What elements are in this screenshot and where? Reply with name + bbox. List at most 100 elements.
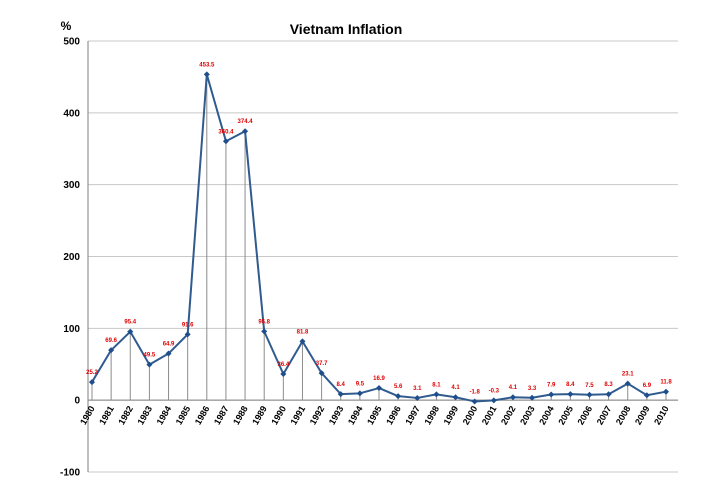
x-tick-label: 1989 bbox=[250, 404, 269, 426]
data-labels: 25.2 69.6 95.4 49.5 64.9 91.6 453.5 360.4 374.4 9… bbox=[86, 62, 672, 395]
x-tick-label: 1990 bbox=[269, 404, 288, 426]
x-tick-label: 1984 bbox=[155, 404, 174, 426]
data-label: 11.8 bbox=[660, 380, 672, 386]
data-point bbox=[108, 347, 115, 354]
data-label: -1.8 bbox=[469, 389, 480, 395]
data-label: 6.9 bbox=[643, 383, 652, 389]
data-label: 453.5 bbox=[199, 62, 215, 68]
data-label: 7.5 bbox=[585, 383, 594, 389]
data-label: 95.8 bbox=[258, 319, 270, 325]
x-tick-label: 1980 bbox=[78, 404, 97, 426]
x-tick-label: 1996 bbox=[384, 404, 403, 426]
y-axis-unit: % bbox=[61, 19, 72, 33]
data-point bbox=[643, 392, 650, 399]
y-tick-label: 300 bbox=[63, 180, 80, 191]
data-label: 64.9 bbox=[163, 342, 175, 348]
x-tick-label: 1991 bbox=[289, 404, 308, 426]
x-tick-label: 2000 bbox=[461, 404, 480, 426]
x-tick-label: 1981 bbox=[97, 404, 116, 426]
data-label: 8.4 bbox=[337, 382, 346, 388]
data-label: 3.3 bbox=[528, 386, 537, 392]
data-point bbox=[376, 385, 382, 392]
data-point bbox=[222, 138, 229, 145]
data-point bbox=[433, 391, 440, 398]
chart-title: Vietnam Inflation bbox=[290, 21, 403, 37]
x-tick-label: 2003 bbox=[518, 404, 537, 426]
x-tick-label: 1987 bbox=[212, 404, 231, 426]
y-tick-label: 200 bbox=[63, 252, 80, 263]
x-tick-label: 2001 bbox=[480, 404, 499, 426]
data-point bbox=[414, 394, 421, 401]
data-point bbox=[605, 391, 612, 398]
data-point bbox=[165, 350, 172, 357]
data-label: 16.9 bbox=[373, 376, 385, 382]
data-point bbox=[127, 328, 134, 335]
data-point bbox=[184, 331, 191, 338]
x-tick-label: 1986 bbox=[193, 404, 212, 426]
y-tick-label: 0 bbox=[74, 396, 80, 407]
y-tick-label: 500 bbox=[63, 37, 80, 48]
x-tick-label: 2007 bbox=[595, 404, 614, 426]
data-label: 5.6 bbox=[394, 384, 403, 390]
y-tick-label: 100 bbox=[63, 324, 80, 335]
data-point bbox=[337, 391, 344, 398]
data-label: 37.7 bbox=[316, 361, 328, 367]
x-tick-label: 1995 bbox=[365, 404, 384, 426]
x-tick-label: 2005 bbox=[556, 404, 575, 426]
data-label: 360.4 bbox=[218, 129, 234, 135]
axes bbox=[87, 41, 678, 472]
data-label: 8.1 bbox=[432, 382, 441, 388]
data-point bbox=[529, 394, 536, 401]
data-points bbox=[89, 71, 669, 405]
x-tick-label: 1993 bbox=[327, 404, 346, 426]
data-label: 4.1 bbox=[451, 385, 460, 391]
data-label: 95.4 bbox=[124, 320, 136, 326]
y-tick-label: 400 bbox=[63, 108, 80, 119]
data-label: 25.2 bbox=[86, 370, 98, 376]
x-tick-label: 2004 bbox=[537, 404, 556, 426]
x-tick-label: 1985 bbox=[174, 404, 193, 426]
data-point bbox=[89, 379, 95, 386]
data-point bbox=[203, 71, 210, 78]
data-label: 9.5 bbox=[356, 381, 365, 387]
x-tick-label: 1998 bbox=[422, 404, 441, 426]
x-tick-label: 1982 bbox=[116, 404, 135, 426]
data-point bbox=[663, 388, 669, 395]
data-point bbox=[624, 380, 631, 387]
data-point bbox=[356, 390, 363, 397]
x-tick-label: 2010 bbox=[652, 404, 671, 426]
data-point bbox=[242, 128, 249, 135]
data-point bbox=[318, 370, 325, 377]
data-point bbox=[299, 338, 306, 345]
data-label: 374.4 bbox=[238, 119, 254, 125]
data-label: -0.3 bbox=[489, 388, 500, 394]
data-point bbox=[261, 328, 268, 335]
data-point bbox=[567, 391, 574, 398]
data-label: 69.6 bbox=[105, 338, 117, 344]
x-tick-label: 1997 bbox=[403, 404, 422, 426]
inflation-series-line bbox=[91, 73, 667, 403]
data-point bbox=[548, 391, 555, 398]
x-tick-label: 1983 bbox=[135, 404, 154, 426]
x-tick-label: 1988 bbox=[231, 404, 250, 426]
drop-lines bbox=[91, 74, 667, 402]
data-point bbox=[146, 361, 153, 368]
x-tick-label: 2009 bbox=[633, 404, 652, 426]
x-tick-label: 2002 bbox=[499, 404, 518, 426]
y-tick-label: -100 bbox=[60, 468, 80, 479]
x-tick-label: 1994 bbox=[346, 404, 365, 426]
y-tick-labels: -100 0 100 200 300 400 500 bbox=[60, 37, 80, 479]
data-label: 8.3 bbox=[604, 382, 613, 388]
data-point bbox=[280, 371, 287, 378]
data-label: 4.1 bbox=[509, 385, 518, 391]
x-tick-label: 2008 bbox=[614, 404, 633, 426]
data-label: 91.6 bbox=[182, 322, 194, 328]
data-point bbox=[452, 394, 459, 401]
data-label: 81.8 bbox=[297, 329, 309, 335]
x-tick-labels: 1980 1981 1982 1983 1984 1985 1986 1987 1988 1989… bbox=[78, 404, 671, 426]
data-label: 7.9 bbox=[547, 382, 556, 388]
series-line bbox=[91, 73, 667, 403]
data-label: 36.4 bbox=[277, 362, 289, 368]
